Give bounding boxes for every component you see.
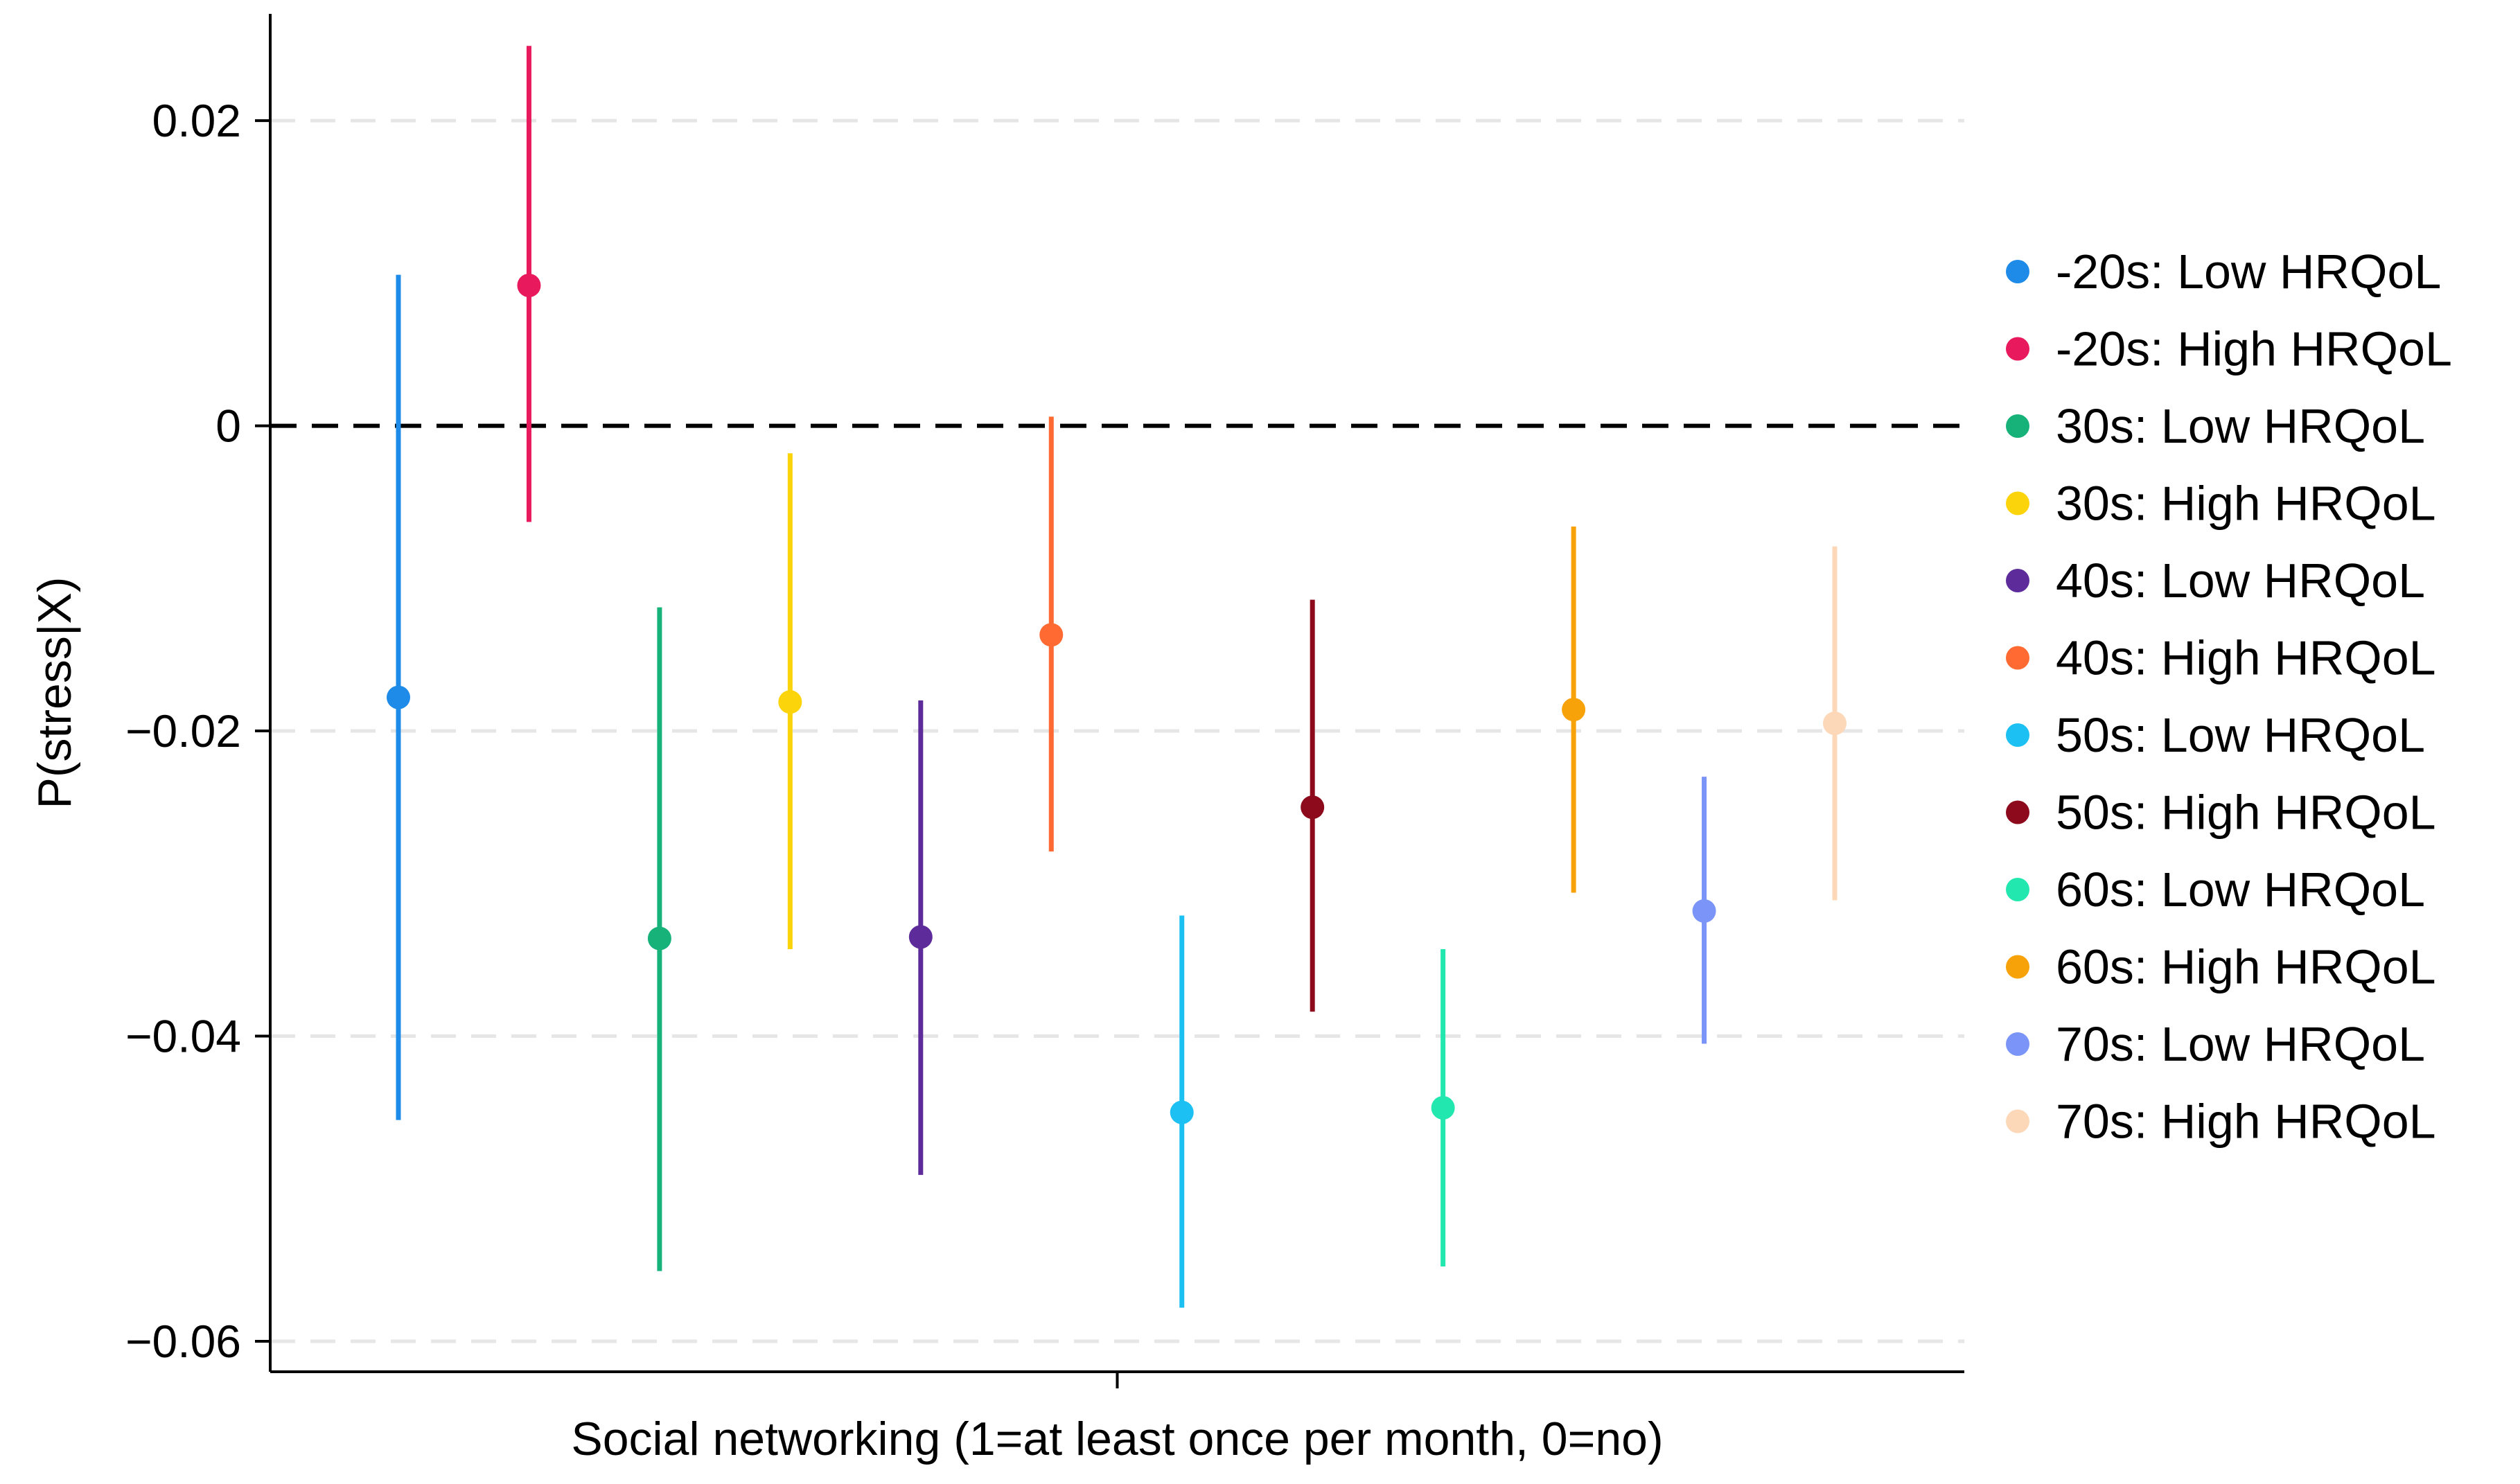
y-tick-label: 0.02 (152, 95, 241, 146)
point-estimate (908, 925, 933, 949)
legend-item: 50s: High HRQoL (2006, 786, 2436, 840)
legend-label: -20s: High HRQoL (2056, 322, 2452, 376)
gridlines (270, 118, 1964, 1343)
legend-item: 50s: Low HRQoL (2006, 708, 2425, 762)
legend-marker (2006, 491, 2029, 515)
x-axis-title: Social networking (1=at least once per m… (571, 1413, 1663, 1465)
point-estimate (387, 685, 410, 709)
series-3 (778, 453, 802, 949)
legend-item: 70s: Low HRQoL (2006, 1017, 2425, 1071)
point-estimate (1431, 1096, 1455, 1120)
legend-item: 70s: High HRQoL (2006, 1095, 2436, 1149)
legend-label: 30s: Low HRQoL (2056, 399, 2425, 453)
legend-item: -20s: Low HRQoL (2006, 245, 2441, 299)
series-layer (387, 46, 1847, 1308)
legend-item: -20s: High HRQoL (2006, 322, 2452, 376)
y-tick-label: −0.02 (125, 705, 241, 757)
legend-marker (2006, 800, 2029, 824)
legend-label: -20s: Low HRQoL (2056, 245, 2441, 299)
series-0 (387, 274, 410, 1120)
series-6 (1170, 915, 1194, 1308)
point-estimate (1692, 899, 1716, 923)
point-estimate (1301, 795, 1325, 820)
point-estimate (517, 274, 541, 297)
series-5 (1039, 416, 1064, 852)
legend: -20s: Low HRQoL -20s: High HRQoL 30s: Low … (2006, 245, 2452, 1149)
legend-label: 40s: High HRQoL (2056, 631, 2436, 685)
legend-marker (2006, 955, 2029, 979)
point-estimate (1562, 698, 1586, 722)
series-10 (1692, 777, 1716, 1044)
legend-label: 50s: High HRQoL (2056, 786, 2436, 840)
legend-item: 40s: High HRQoL (2006, 631, 2436, 685)
legend-item: 30s: High HRQoL (2006, 477, 2436, 531)
y-tick-label: −0.06 (125, 1316, 241, 1367)
legend-marker (2006, 414, 2029, 438)
series-9 (1562, 526, 1586, 893)
legend-item: 60s: High HRQoL (2006, 940, 2436, 994)
legend-label: 50s: Low HRQoL (2056, 708, 2425, 762)
legend-item: 40s: Low HRQoL (2006, 554, 2425, 608)
legend-marker (2006, 569, 2029, 592)
legend-marker (2006, 337, 2029, 361)
y-axis-ticks: 0.02 0 −0.02 −0.04 −0.06 (125, 95, 270, 1367)
series-8 (1431, 948, 1455, 1267)
point-estimate (1823, 712, 1847, 736)
legend-marker (2006, 1032, 2029, 1056)
legend-marker (2006, 1109, 2029, 1133)
legend-marker (2006, 723, 2029, 747)
series-1 (517, 46, 541, 522)
point-estimate (647, 926, 671, 951)
point-estimate (1039, 623, 1064, 647)
y-axis-title: P(stress|X) (28, 576, 81, 809)
legend-marker (2006, 260, 2029, 283)
legend-marker (2006, 646, 2029, 670)
legend-marker (2006, 878, 2029, 901)
legend-label: 40s: Low HRQoL (2056, 554, 2425, 608)
legend-label: 30s: High HRQoL (2056, 477, 2436, 531)
legend-label: 60s: Low HRQoL (2056, 863, 2425, 917)
series-11 (1823, 546, 1847, 901)
series-4 (908, 700, 933, 1175)
point-estimate (1170, 1100, 1194, 1124)
series-7 (1301, 599, 1325, 1012)
legend-label: 70s: High HRQoL (2056, 1095, 2436, 1149)
legend-label: 70s: Low HRQoL (2056, 1017, 2425, 1071)
y-tick-label: −0.04 (125, 1011, 241, 1062)
y-tick-label: 0 (215, 400, 241, 452)
series-2 (647, 607, 671, 1271)
legend-item: 30s: Low HRQoL (2006, 399, 2425, 453)
legend-label: 60s: High HRQoL (2056, 940, 2436, 994)
legend-item: 60s: Low HRQoL (2006, 863, 2425, 917)
point-estimate (778, 690, 802, 714)
